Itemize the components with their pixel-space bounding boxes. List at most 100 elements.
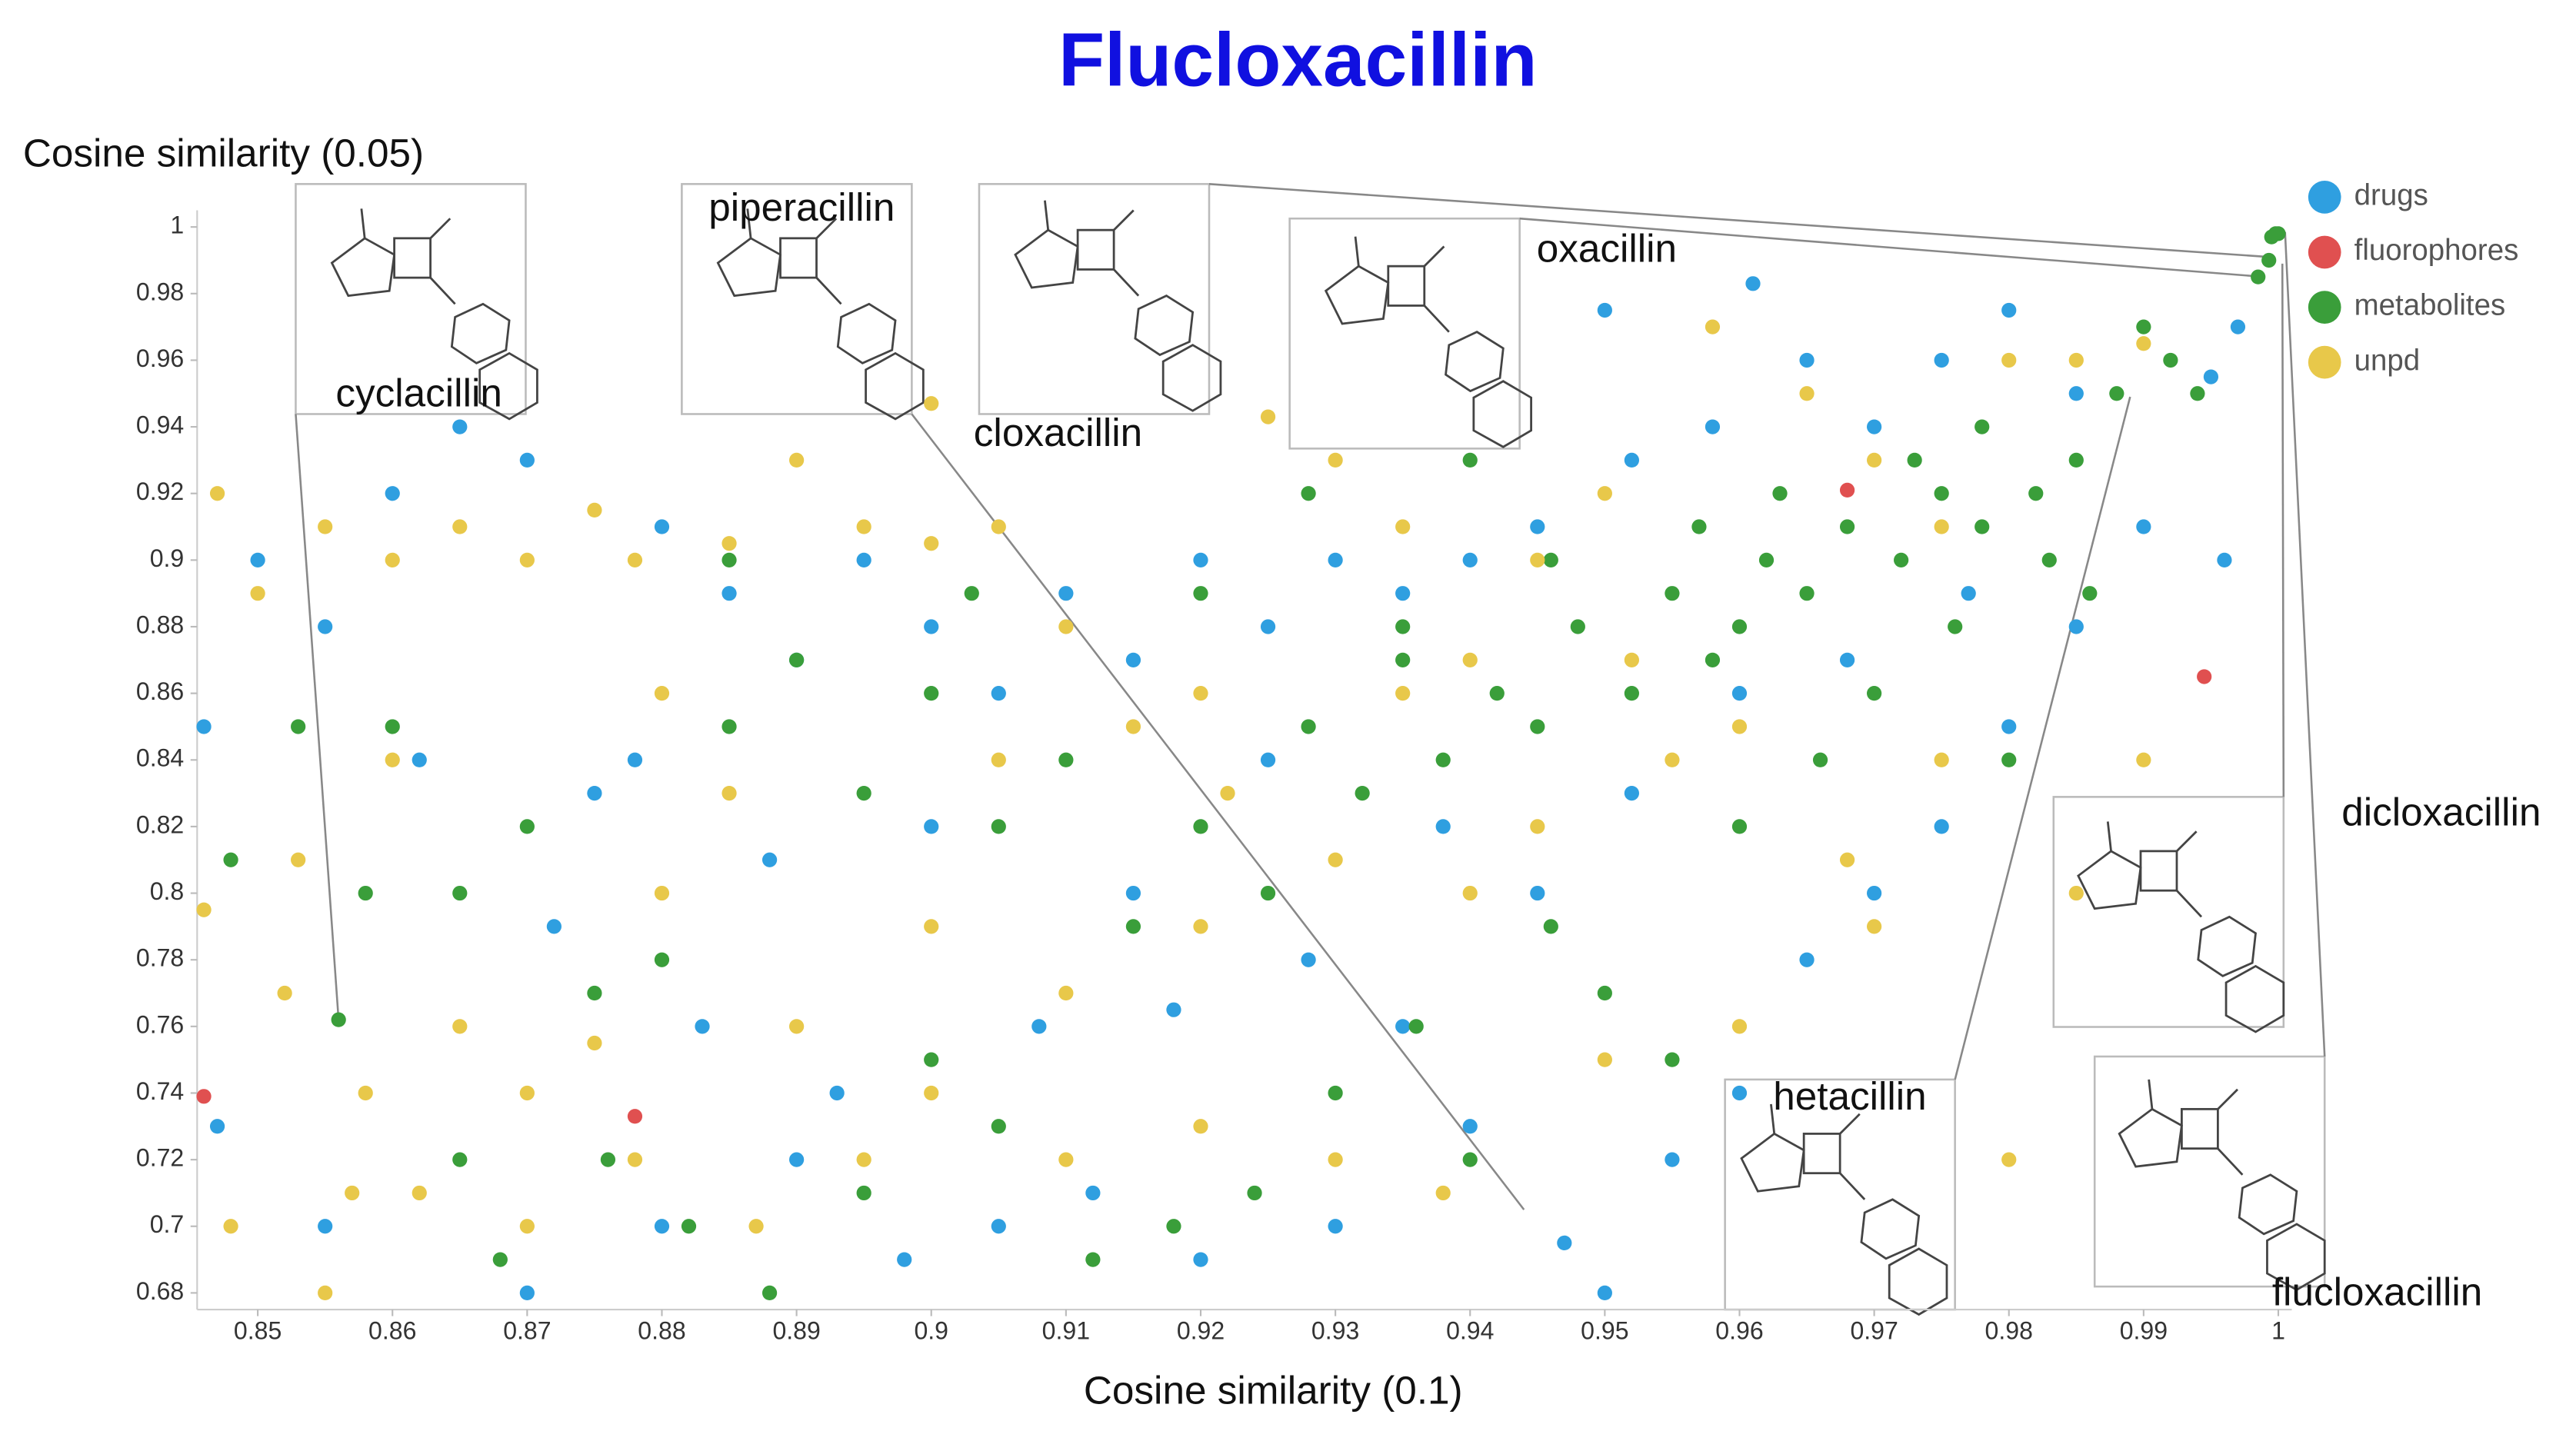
point: [1125, 652, 1141, 667]
point: [2001, 752, 2017, 767]
point: [1974, 519, 1990, 534]
point: [2197, 669, 2212, 684]
point: [991, 1219, 1006, 1234]
point: [1395, 652, 1411, 667]
point: [1624, 785, 1639, 801]
point: [1058, 752, 1074, 767]
legend-label: drugs: [2354, 179, 2428, 212]
point: [1193, 586, 1208, 601]
point: [1665, 1052, 1680, 1067]
point: [1597, 1285, 1612, 1301]
y-axis-label: Cosine similarity (0.05): [23, 131, 424, 175]
point: [1799, 386, 1815, 401]
point: [1395, 519, 1411, 534]
point: [695, 1019, 710, 1034]
point: [1058, 1152, 1074, 1167]
leader-line: [295, 414, 340, 1020]
point: [1597, 1052, 1612, 1067]
point: [1665, 586, 1680, 601]
point: [654, 885, 670, 901]
point: [587, 1035, 602, 1051]
point: [519, 552, 535, 567]
legend-swatch: [2308, 291, 2341, 324]
point: [1031, 1019, 1047, 1034]
point: [2001, 302, 2017, 318]
point: [291, 719, 306, 734]
point: [412, 752, 427, 767]
point: [627, 552, 643, 567]
point: [1301, 486, 1316, 501]
point: [1866, 452, 1882, 468]
point: [2109, 386, 2124, 401]
point: [2082, 586, 2098, 601]
annotation-label: dicloxacillin: [2341, 790, 2541, 834]
point: [761, 852, 778, 867]
point: [1462, 652, 1478, 667]
point: [627, 1109, 643, 1124]
point: [587, 502, 602, 518]
y-tick-label: 0.8: [150, 877, 185, 905]
point: [627, 752, 643, 767]
point: [748, 1219, 764, 1234]
structure-box: [295, 183, 527, 415]
point: [1193, 819, 1208, 834]
point: [2136, 336, 2151, 351]
point: [1691, 519, 1707, 534]
point: [1961, 586, 1976, 601]
point: [1812, 752, 1828, 767]
point: [1193, 919, 1208, 934]
point: [991, 519, 1006, 534]
point: [1125, 885, 1141, 901]
point: [519, 1219, 535, 1234]
point: [318, 1219, 333, 1234]
point: [385, 752, 400, 767]
y-tick-label: 0.78: [136, 944, 184, 972]
point: [1948, 619, 1963, 634]
y-tick-label: 0.9: [150, 544, 185, 572]
point: [1193, 1252, 1208, 1267]
point: [2028, 486, 2044, 501]
point: [1731, 1085, 1748, 1101]
point: [1866, 686, 1882, 701]
point: [1731, 619, 1748, 634]
legend-label: metabolites: [2354, 289, 2506, 322]
point: [318, 519, 333, 534]
point: [856, 552, 871, 567]
y-tick-label: 0.72: [136, 1144, 184, 1172]
point: [318, 1285, 333, 1301]
point: [2217, 552, 2232, 567]
leader-line: [2281, 263, 2285, 797]
point: [1166, 1219, 1181, 1234]
point: [1705, 652, 1721, 667]
point: [2068, 619, 2084, 634]
point: [2163, 352, 2178, 368]
leader-line: [2284, 231, 2326, 1057]
point: [385, 486, 400, 501]
x-tick-label: 0.91: [1042, 1316, 1090, 1344]
y-tick-label: 0.88: [136, 611, 184, 638]
point: [1866, 919, 1882, 934]
x-tick-label: 0.98: [1985, 1316, 2033, 1344]
point: [1328, 1219, 1343, 1234]
y-tick-label: 0.96: [136, 344, 184, 372]
point: [1758, 552, 1775, 567]
point: [1530, 885, 1545, 901]
annotation-label: piperacillin: [708, 185, 895, 229]
structure-box: [1288, 217, 1521, 450]
x-tick-label: 0.95: [1581, 1316, 1628, 1344]
point: [1462, 452, 1478, 468]
point: [1866, 885, 1882, 901]
point: [1166, 1002, 1181, 1017]
structure-box: [2093, 1055, 2326, 1288]
point: [1665, 752, 1680, 767]
structure-box: [1724, 1078, 1956, 1311]
point: [519, 1085, 535, 1101]
point: [1530, 819, 1545, 834]
x-axis-label: Cosine similarity (0.1): [1084, 1369, 1463, 1413]
legend-label: unpd: [2354, 344, 2420, 377]
point: [452, 419, 468, 434]
point: [291, 852, 306, 867]
x-tick-label: 0.88: [638, 1316, 685, 1344]
point: [627, 1152, 643, 1167]
point: [1462, 1119, 1478, 1134]
